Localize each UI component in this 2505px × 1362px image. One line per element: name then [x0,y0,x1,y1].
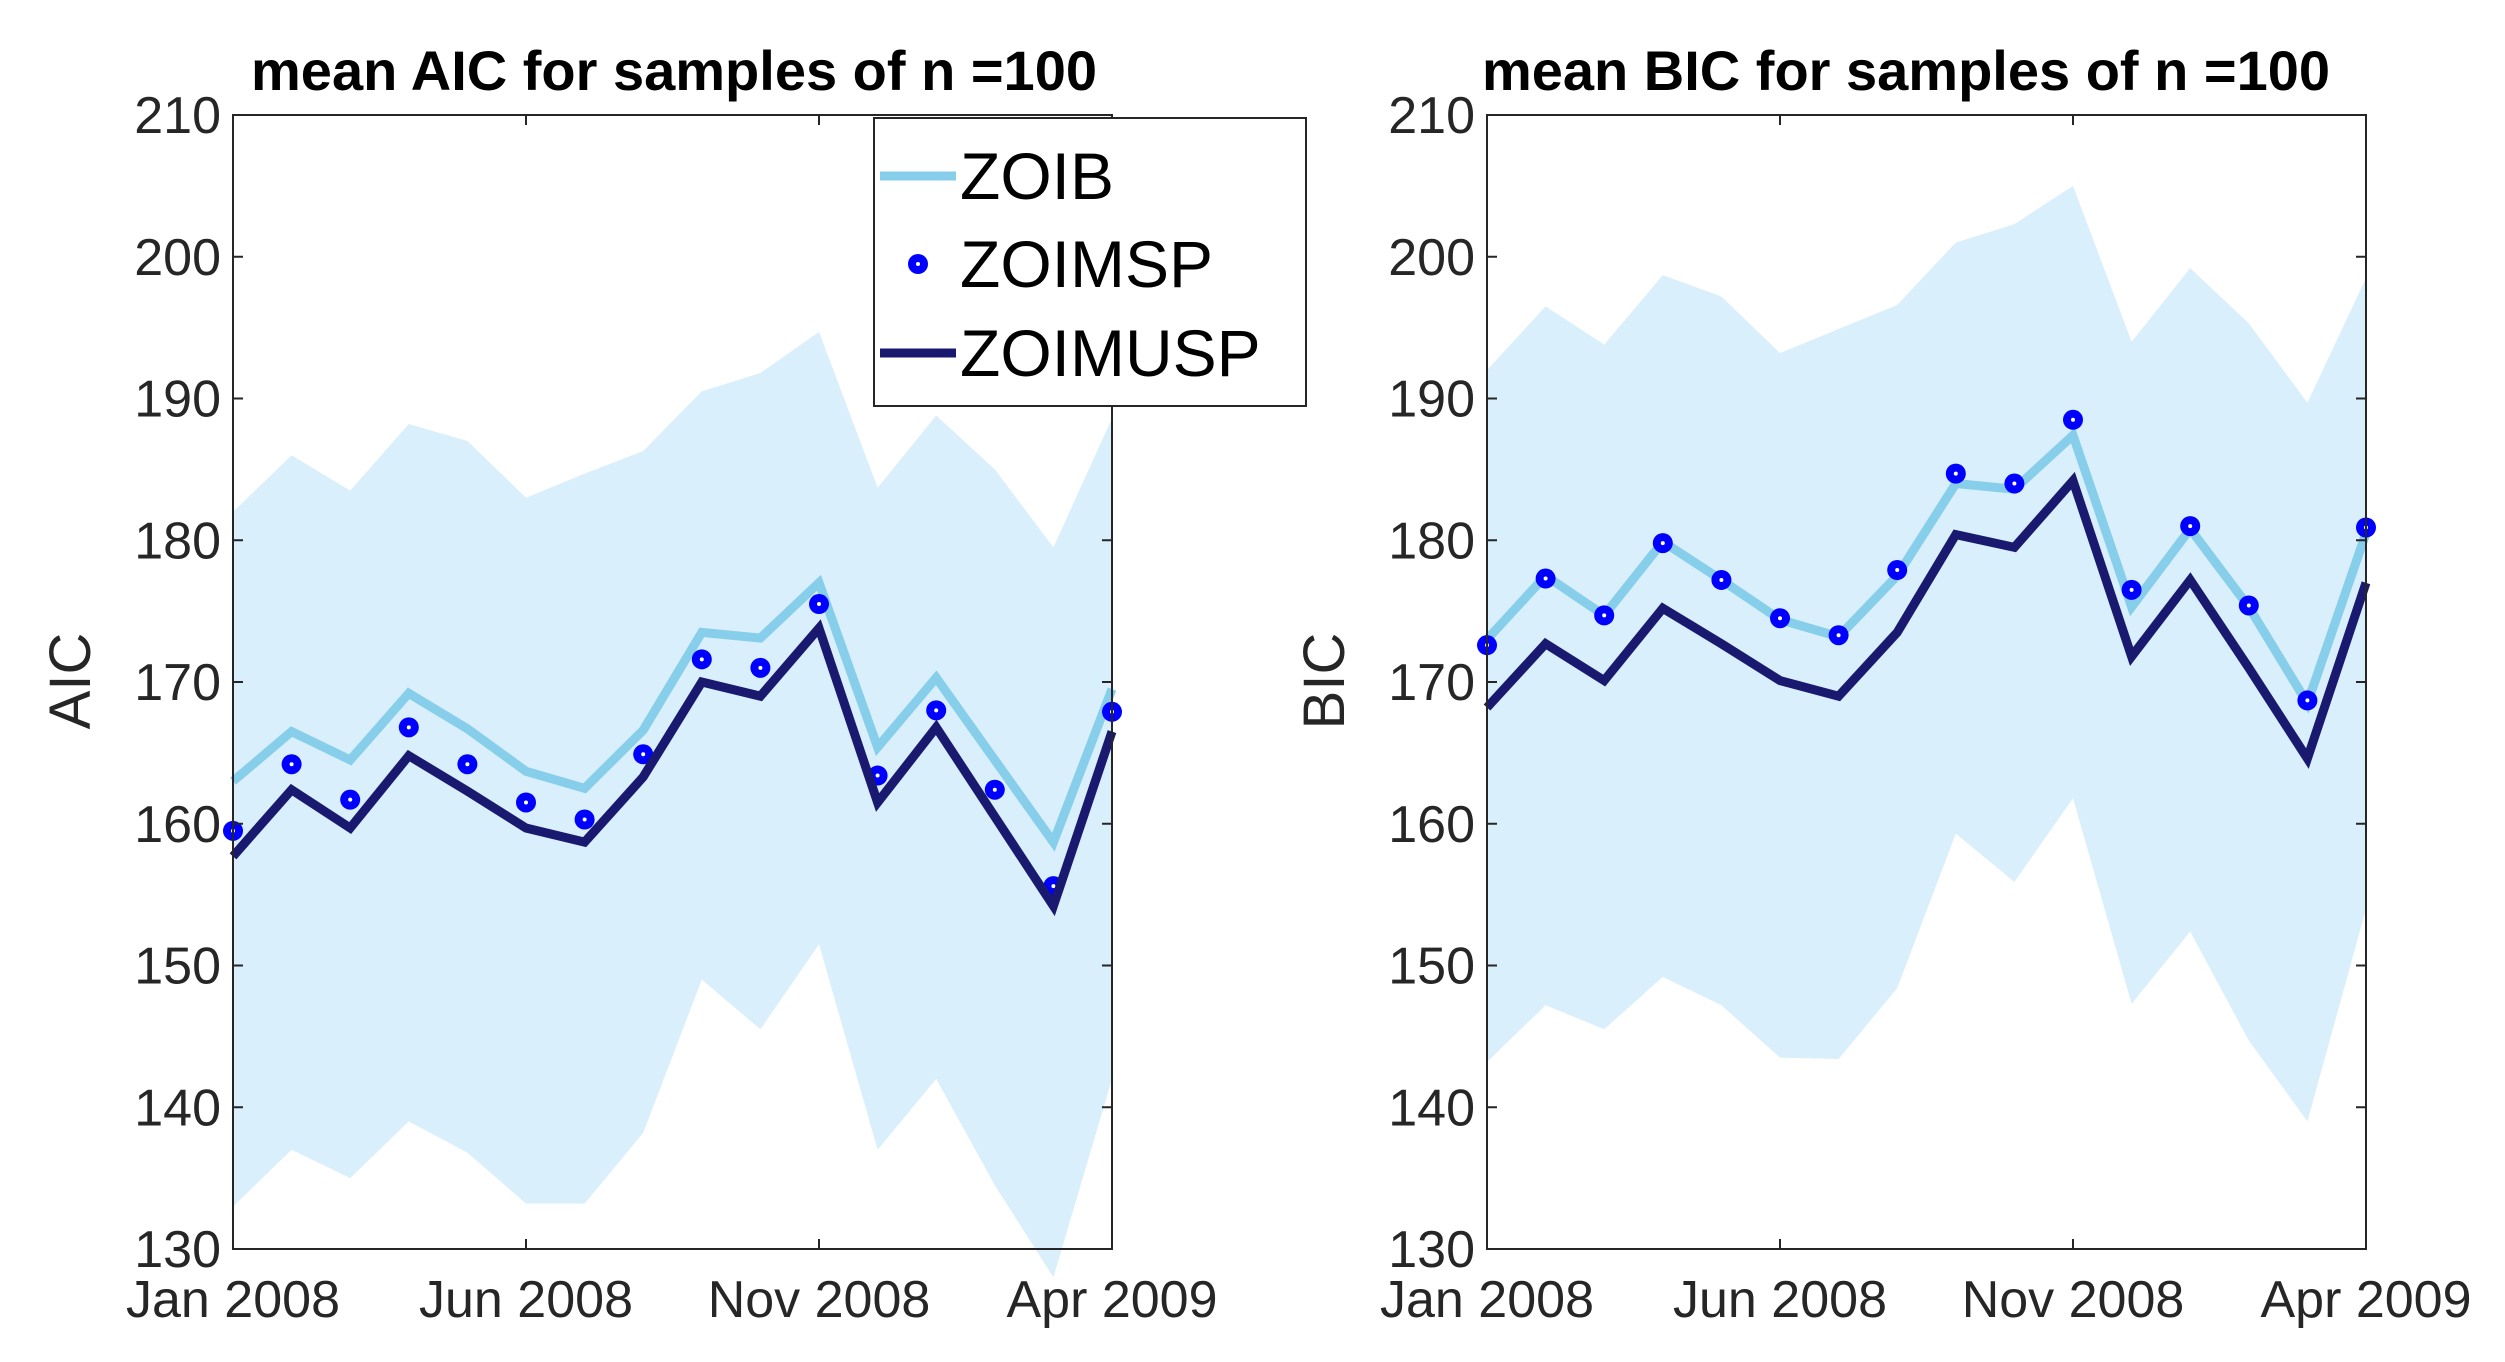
aic-y-tick-label: 200 [134,229,221,287]
aic-zoimsp-point-center [348,798,352,802]
bic-zoimsp-point-center [2071,418,2075,422]
aic-zoimsp-point-center [876,774,880,778]
aic-zoimsp-point-center [465,762,469,766]
aic-zoimsp-point-center [407,725,411,729]
bic-zoimsp-point-center [1778,616,1782,620]
legend: ZOIB ZOIMSP ZOIMUSP [874,118,1306,406]
bic-zoimsp-point-center [2247,603,2251,607]
bic-zoimsp-point-center [1719,578,1723,582]
aic-x-tick-label: Nov 2008 [708,1271,931,1329]
aic-zoimsp-point-center [758,666,762,670]
bic-y-tick-label: 140 [1388,1079,1475,1137]
aic-y-tick-label: 190 [134,371,221,429]
bic-x-tick-label: Apr 2009 [2260,1271,2471,1329]
legend-zoimsp-label: ZOIMSP [960,227,1213,301]
bic-y-tick-label: 190 [1388,371,1475,429]
aic-y-tick-label: 150 [134,938,221,996]
bic-zoimsp-point-center [2130,588,2134,592]
aic-y-tick-label: 210 [134,87,221,145]
bic-y-tick-label: 180 [1388,512,1475,570]
aic-x-tick-label: Apr 2009 [1006,1271,1217,1329]
bic-y-tick-label: 170 [1388,654,1475,712]
bic-zoimsp-point-center [1895,568,1899,572]
aic-zoimsp-point-center [1051,884,1055,888]
aic-zoimsp-point-center [934,708,938,712]
aic-zoimsp-point-center [817,602,821,606]
bic-x-tick-label: Jan 2008 [1380,1271,1594,1329]
aic-y-axis-label: AIC [38,633,103,730]
aic-zoimsp-point-center [524,800,528,804]
aic-x-tick-label: Jun 2008 [419,1271,633,1329]
bic-zoimsp-point-center [1954,472,1958,476]
legend-zoimusp-label: ZOIMUSP [960,316,1261,390]
figure: mean AIC for samples of n =100 AIC 13014… [0,0,2505,1362]
bic-x-tick-label: Nov 2008 [1962,1271,2185,1329]
bic-zoimsp-point-center [2012,482,2016,486]
aic-y-tick-label: 160 [134,796,221,854]
aic-y-tick-label: 170 [134,654,221,712]
aic-zoimsp-point-center [583,817,587,821]
bic-y-tick-label: 210 [1388,87,1475,145]
aic-zoimsp-point-center [993,788,997,792]
legend-zoimsp-swatch-center [916,262,920,266]
bic-zoimsp-point-center [2188,524,2192,528]
bic-x-tick-label: Jun 2008 [1673,1271,1887,1329]
bic-zoimsp-point-center [1544,577,1548,581]
aic-zoimsp-point-center [641,752,645,756]
bic-zoimsp-point-center [1837,633,1841,637]
bic-zoimsp-point-center [2305,698,2309,702]
aic-zoimsp-point-center [290,762,294,766]
bic-zoimsp-point-center [1661,541,1665,545]
bic-chart-title: mean BIC for samples of n =100 [1482,39,2330,102]
aic-x-tick-label: Jan 2008 [126,1271,340,1329]
bic-y-tick-label: 150 [1388,938,1475,996]
aic-zoimsp-point-center [700,657,704,661]
bic-y-axis-label: BIC [1292,633,1357,730]
bic-y-tick-label: 160 [1388,796,1475,854]
legend-zoib-label: ZOIB [960,139,1114,213]
aic-chart-title: mean AIC for samples of n =100 [251,39,1097,102]
aic-y-tick-label: 140 [134,1079,221,1137]
aic-y-tick-label: 180 [134,512,221,570]
bic-y-tick-label: 200 [1388,229,1475,287]
bic-zoimsp-point-center [1602,613,1606,617]
